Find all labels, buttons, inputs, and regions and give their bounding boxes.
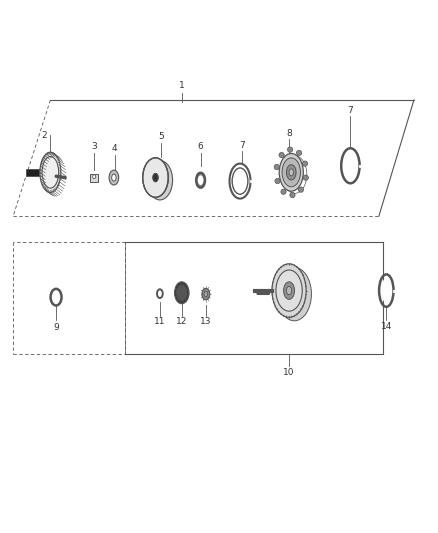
Text: 6: 6 [198,142,204,151]
Ellipse shape [204,292,208,297]
Ellipse shape [282,158,300,187]
Ellipse shape [344,152,357,179]
Circle shape [302,161,307,166]
Circle shape [298,187,304,192]
Ellipse shape [147,160,173,200]
Circle shape [303,175,308,180]
Circle shape [297,150,302,156]
Ellipse shape [112,174,116,181]
FancyBboxPatch shape [90,174,98,182]
FancyArrowPatch shape [56,176,65,177]
Text: 4: 4 [112,144,117,154]
Text: 13: 13 [200,317,212,326]
Circle shape [281,189,286,195]
Ellipse shape [153,173,158,182]
Text: 7: 7 [347,106,353,115]
Text: 5: 5 [158,132,164,141]
Text: 10: 10 [283,368,295,377]
Ellipse shape [93,175,95,179]
Ellipse shape [289,169,293,176]
Text: 9: 9 [53,322,59,332]
Circle shape [275,179,280,184]
Circle shape [274,164,279,169]
Ellipse shape [153,173,158,182]
Ellipse shape [279,154,304,191]
Ellipse shape [159,291,162,296]
Circle shape [290,192,295,198]
Ellipse shape [143,158,168,197]
Text: 12: 12 [176,317,187,326]
Ellipse shape [143,158,168,197]
Ellipse shape [232,168,248,194]
Ellipse shape [286,286,292,295]
Text: 3: 3 [91,142,97,151]
Ellipse shape [284,282,295,300]
Ellipse shape [277,268,311,321]
Ellipse shape [198,175,203,185]
Text: 8: 8 [286,129,292,138]
Text: 11: 11 [154,317,166,326]
Text: 1: 1 [179,82,185,91]
Text: 2: 2 [42,131,47,140]
Ellipse shape [196,173,205,188]
Ellipse shape [276,270,302,311]
Ellipse shape [286,165,296,180]
Ellipse shape [272,264,306,317]
Ellipse shape [381,278,392,303]
Circle shape [279,152,284,158]
Ellipse shape [202,288,210,300]
Ellipse shape [177,285,187,301]
Text: 7: 7 [239,141,245,150]
Bar [26,169,39,176]
Ellipse shape [174,282,189,304]
Ellipse shape [109,170,119,185]
Ellipse shape [40,152,61,192]
Circle shape [287,147,293,152]
Text: 14: 14 [381,322,392,331]
Ellipse shape [53,292,60,303]
Ellipse shape [42,157,59,188]
